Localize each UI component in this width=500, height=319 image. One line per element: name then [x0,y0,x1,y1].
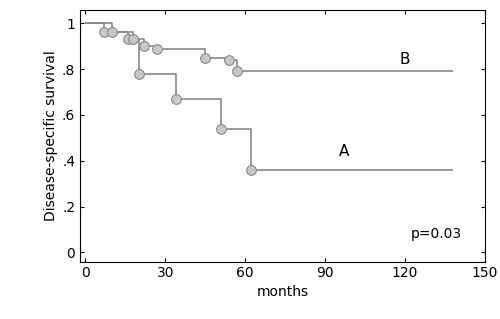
X-axis label: months: months [256,285,308,299]
Text: p=0.03: p=0.03 [410,227,462,241]
Text: B: B [400,52,410,68]
Y-axis label: Disease-specific survival: Disease-specific survival [44,50,58,221]
Text: A: A [338,144,349,159]
